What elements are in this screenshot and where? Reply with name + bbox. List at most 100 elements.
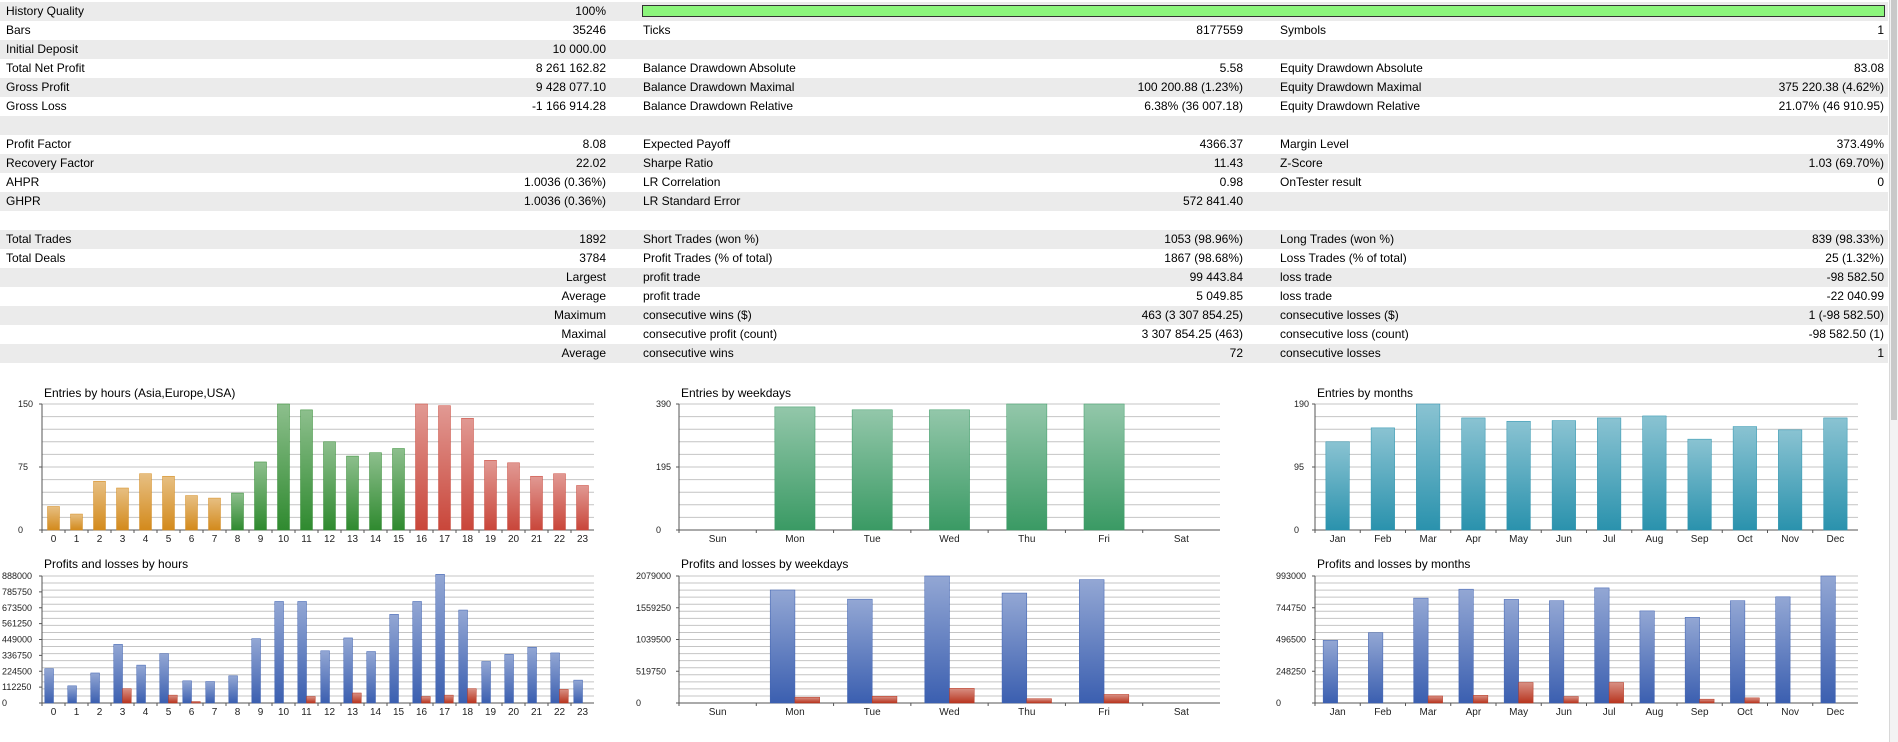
loss-bar xyxy=(191,701,201,704)
stat-label: Balance Drawdown Absolute xyxy=(643,61,796,75)
y-tick-label: 0 xyxy=(1294,525,1299,535)
x-tick-label: Sat xyxy=(1174,534,1189,545)
profit-bar xyxy=(113,644,123,704)
stat-value: Largest xyxy=(565,270,606,284)
profit-bar xyxy=(573,679,583,704)
y-tick-label: 150 xyxy=(18,399,33,409)
loss-bar xyxy=(467,688,477,704)
stat-value: 1 xyxy=(1877,346,1884,360)
stat-value: 373.49% xyxy=(1836,137,1884,151)
y-tick-label: 1039500 xyxy=(636,635,671,645)
profit-bar xyxy=(1001,592,1028,704)
profit-bar xyxy=(44,668,54,704)
loss-bar xyxy=(1473,695,1489,704)
entries-bar xyxy=(116,487,129,531)
stat-label: GHPR xyxy=(6,194,41,208)
x-tick-label: 10 xyxy=(278,534,290,545)
y-tick-label: 75 xyxy=(18,462,28,472)
profit-bar xyxy=(251,638,261,704)
profit-bar xyxy=(182,680,192,704)
loss-bar xyxy=(168,694,178,704)
loss-bar xyxy=(1563,696,1579,704)
chart-title: Profits and losses by weekdays xyxy=(681,557,849,571)
y-tick-label: 2079000 xyxy=(636,571,671,581)
stat-value: 22.02 xyxy=(575,156,606,170)
x-tick-label: 11 xyxy=(301,534,312,545)
x-tick-label: 17 xyxy=(439,534,451,545)
entries-bar xyxy=(1823,417,1848,531)
profit-bar xyxy=(412,601,422,704)
loss-bar xyxy=(1518,682,1534,704)
stat-value: 8 261 162.82 xyxy=(535,61,606,75)
entries-bar xyxy=(323,441,336,531)
stat-value: 4366.37 xyxy=(1199,137,1243,151)
y-tick-label: 0 xyxy=(2,698,7,708)
chart-title: Entries by weekdays xyxy=(681,386,792,400)
stats-row xyxy=(0,211,1888,230)
profit-bar xyxy=(67,685,77,704)
chart-plot: 8880007857506735005612504490003367502245… xyxy=(2,571,594,718)
stat-value: 1053 (98.96%) xyxy=(1164,232,1243,246)
entries-bar xyxy=(70,513,83,531)
loss-bar xyxy=(1699,698,1715,704)
loss-bar xyxy=(871,696,898,704)
stats-row: Maximum consecutive wins ($) 463 (3 307 85… xyxy=(0,306,1888,325)
x-tick-label: 11 xyxy=(301,707,312,718)
profit-bar xyxy=(297,601,307,704)
stat-label: Initial Deposit xyxy=(6,42,79,56)
entries-bar xyxy=(346,455,359,531)
entries-bar xyxy=(254,461,267,531)
entries-bar xyxy=(507,462,520,531)
x-tick-label: 10 xyxy=(278,707,290,718)
stat-value: -98 582.50 (1) xyxy=(1808,327,1884,341)
x-tick-label: 18 xyxy=(462,707,474,718)
x-tick-label: Oct xyxy=(1737,534,1753,545)
profit-bar xyxy=(1639,610,1655,704)
x-tick-label: Jun xyxy=(1556,534,1572,545)
stats-row: Gross Profit 9 428 077.10 Balance Drawdown… xyxy=(0,78,1888,97)
y-tick-label: 95 xyxy=(1294,462,1304,472)
history-quality-value: 100% xyxy=(575,4,606,18)
stat-label: Balance Drawdown Relative xyxy=(643,99,794,113)
x-tick-label: 14 xyxy=(370,534,382,545)
stat-label: Bars xyxy=(6,23,31,37)
entries-bar xyxy=(1325,441,1350,531)
stat-value: 1.0036 (0.36%) xyxy=(523,175,606,189)
y-tick-label: 785750 xyxy=(2,587,32,597)
stat-label: Total Net Profit xyxy=(6,61,85,75)
entries-bar xyxy=(1732,426,1757,531)
x-tick-label: Mon xyxy=(785,534,804,545)
stat-value: 10 000.00 xyxy=(552,42,606,56)
x-tick-label: Thu xyxy=(1018,707,1035,718)
entries-bar xyxy=(1687,438,1712,531)
profit-bar xyxy=(274,601,284,704)
stat-value: 1 (-98 582.50) xyxy=(1808,308,1884,322)
x-tick-label: Wed xyxy=(939,534,959,545)
y-tick-label: 0 xyxy=(18,525,23,535)
x-tick-label: 16 xyxy=(416,707,428,718)
x-tick-label: 5 xyxy=(166,707,172,718)
stat-label: Gross Loss xyxy=(6,99,67,113)
x-tick-label: 19 xyxy=(485,707,497,718)
vertical-scrollbar-thumb[interactable] xyxy=(1891,0,1897,420)
entries-bar xyxy=(369,452,382,531)
profit-bar xyxy=(481,661,491,704)
x-tick-label: 1 xyxy=(74,707,80,718)
profit-bar xyxy=(769,589,796,704)
stat-value: 5.58 xyxy=(1219,61,1243,75)
entries-bar xyxy=(1551,420,1576,531)
chart-plot: 993000 744750 496500 248250 0 Jan Feb Mar Apr May… xyxy=(1276,571,1858,718)
x-tick-label: Sep xyxy=(1691,707,1709,718)
profit-bar xyxy=(343,637,353,704)
entries-bar xyxy=(415,403,428,531)
loss-bar xyxy=(1744,697,1760,704)
profit-bar xyxy=(527,646,537,704)
stat-value: 21.07% (46 910.95) xyxy=(1778,99,1884,113)
stat-value: 463 (3 307 854.25) xyxy=(1141,308,1243,322)
x-tick-label: Dec xyxy=(1826,707,1844,718)
loss-bar xyxy=(444,694,454,704)
x-tick-label: Mar xyxy=(1420,534,1438,545)
entries-bar xyxy=(851,409,893,531)
entries-bar xyxy=(484,460,497,531)
